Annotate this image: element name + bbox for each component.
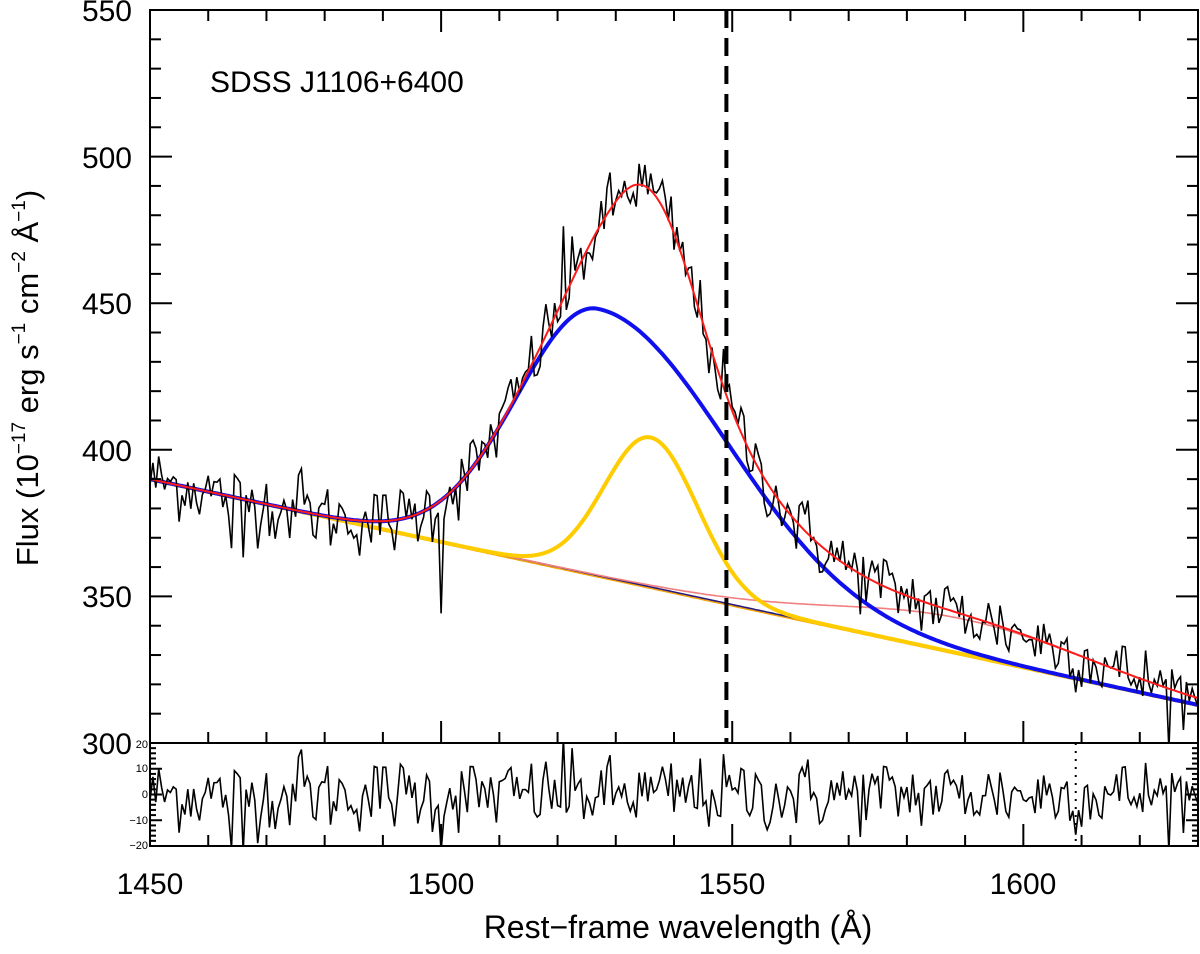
y-tick-label-350: 350 xyxy=(82,581,132,614)
y-label-exp2: −1 xyxy=(9,323,30,345)
y-label-cm: cm xyxy=(10,273,45,323)
y-tick-label-550: 550 xyxy=(82,0,132,28)
x-tick-label-1600: 1600 xyxy=(990,868,1057,901)
residual-tick-label-neg20: −20 xyxy=(129,840,148,852)
y-label-ang: Å xyxy=(10,222,45,252)
residual-tick-label-20: 20 xyxy=(136,739,148,751)
y-label-pre: Flux (10 xyxy=(10,454,45,566)
main-axes-frame xyxy=(149,9,1199,744)
x-tick-label-1450: 1450 xyxy=(117,868,184,901)
object-annotation: SDSS J1106+6400 xyxy=(210,66,464,99)
y-tick-labels: 550 500 450 400 350 300 xyxy=(82,0,132,761)
x-tick-labels: 1450 1500 1550 1600 xyxy=(117,868,1057,901)
residual-axes-frame xyxy=(149,742,1199,847)
residual-tick-label-neg10: −10 xyxy=(129,815,148,827)
y-label-post: ) xyxy=(10,190,45,200)
residual-tick-label-10: 10 xyxy=(136,763,148,775)
x-tick-label-1500: 1500 xyxy=(408,868,475,901)
y-label-exp4: −1 xyxy=(9,200,30,222)
y-tick-label-450: 450 xyxy=(82,288,132,321)
y-label-erg: erg s xyxy=(10,344,45,422)
narrow-component-line xyxy=(150,435,1198,707)
x-axis-label: Rest−frame wavelength (Å) xyxy=(484,909,873,945)
observed-spectrum-line xyxy=(150,163,1198,743)
residual-y-tick-labels: 20 10 0 −10 −20 xyxy=(129,739,148,852)
y-tick-label-300: 300 xyxy=(82,728,132,761)
residual-tick-label-0: 0 xyxy=(142,789,148,801)
y-tick-label-400: 400 xyxy=(82,435,132,468)
y-label-exp3: −2 xyxy=(9,251,30,273)
main-plot-area xyxy=(150,10,1198,743)
broad-component-line xyxy=(150,306,1198,707)
y-tick-label-500: 500 xyxy=(82,142,132,175)
residual-plot-area xyxy=(150,743,1198,846)
y-label-exp1: −17 xyxy=(9,422,30,454)
y-axis-label: Flux (10−17 erg s−1 cm−2 Å−1) xyxy=(9,190,45,566)
axis-ticks xyxy=(149,9,1199,847)
x-tick-label-1550: 1550 xyxy=(699,868,766,901)
residual-line xyxy=(150,743,1198,846)
total-fit-line xyxy=(150,183,1198,700)
